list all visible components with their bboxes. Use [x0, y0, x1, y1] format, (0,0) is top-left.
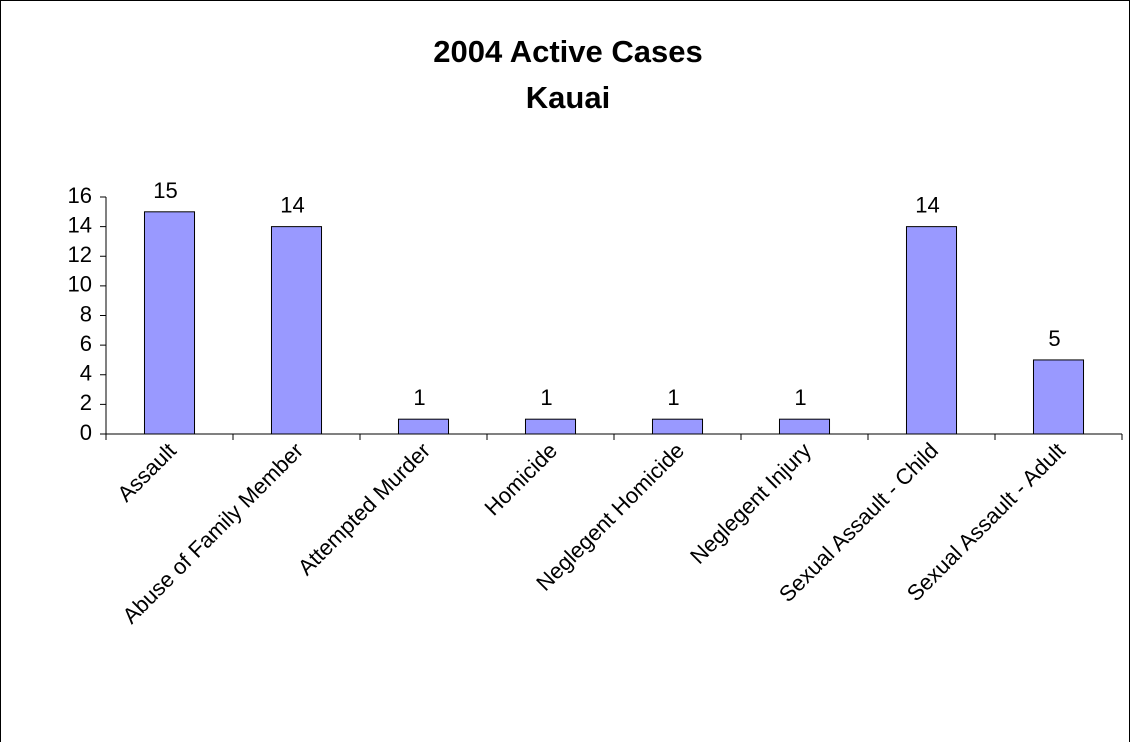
chart-title: 2004 Active Cases	[433, 34, 702, 69]
value-label: 1	[667, 385, 679, 410]
y-tick-label: 14	[68, 212, 92, 237]
bar	[270, 226, 323, 435]
y-tick-label: 4	[80, 361, 92, 386]
value-label: 1	[413, 385, 425, 410]
bar	[143, 211, 196, 435]
value-label: 1	[794, 385, 806, 410]
bar	[905, 226, 958, 435]
value-label: 14	[915, 193, 939, 218]
y-tick-label: 2	[80, 390, 92, 415]
value-label: 15	[153, 178, 177, 203]
x-tick-label: Homicide	[480, 438, 563, 521]
y-tick-label: 12	[68, 242, 92, 267]
value-label: 14	[280, 193, 304, 218]
bar	[1032, 359, 1085, 435]
x-tick-label: Assault	[112, 438, 181, 507]
x-tick-label: Neglegent Injury	[685, 438, 816, 569]
chart-subtitle: Kauai	[526, 80, 610, 115]
bar	[778, 418, 831, 435]
bar	[651, 418, 704, 435]
y-tick-label: 16	[68, 183, 92, 208]
y-tick-label: 8	[80, 301, 92, 326]
x-tick-label: Attempted Murder	[293, 438, 435, 580]
y-tick-label: 0	[80, 420, 92, 445]
y-tick-label: 6	[80, 331, 92, 356]
y-tick-label: 10	[68, 272, 92, 297]
value-label: 5	[1048, 326, 1060, 351]
bar	[524, 418, 577, 435]
bar	[397, 418, 450, 435]
value-label: 1	[540, 385, 552, 410]
